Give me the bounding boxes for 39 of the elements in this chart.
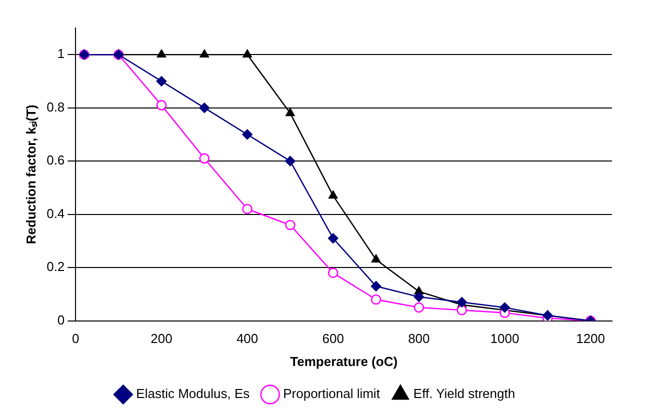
point (242, 49, 252, 58)
legend-label: Elastic Modulus, Es (136, 386, 250, 402)
point (328, 190, 338, 199)
x-tick-label: 0 (72, 331, 80, 346)
point (200, 49, 209, 58)
x-axis-title: Temperature (oC) (290, 354, 398, 369)
point (370, 294, 382, 305)
point (199, 153, 210, 164)
point (242, 204, 252, 214)
point (414, 302, 424, 313)
x-tick-label: 1200 (576, 331, 606, 346)
legend-label: Proportional limit (283, 386, 380, 402)
x-tick-label: 600 (322, 331, 344, 346)
point (371, 254, 381, 262)
point (156, 49, 166, 58)
point (285, 220, 296, 230)
point (286, 108, 295, 116)
point (328, 268, 338, 278)
x-tick-label: 400 (236, 331, 258, 346)
point (285, 156, 296, 166)
point (328, 233, 338, 244)
point (199, 102, 210, 114)
x-tick-label: 200 (150, 331, 172, 346)
point (156, 76, 167, 86)
y-tick-label: 1 (57, 46, 65, 62)
point (414, 292, 424, 302)
y-axis-title: Reduction factor, kₛᵢ(T) (23, 104, 38, 244)
y-tick-label: 0.6 (46, 152, 65, 168)
x-tick-label: 800 (408, 331, 430, 346)
point (370, 281, 382, 292)
point (456, 305, 467, 316)
point (242, 129, 252, 140)
y-tick-label: 0.8 (46, 99, 65, 114)
legend-label: Eff. Yield strength (413, 386, 516, 402)
point (156, 100, 167, 110)
y-tick-label: 0 (57, 312, 65, 328)
y-tick-label: 0.2 (46, 259, 65, 274)
y-tick-label: 0.4 (46, 206, 65, 221)
x-tick-label: 1000 (490, 331, 520, 346)
